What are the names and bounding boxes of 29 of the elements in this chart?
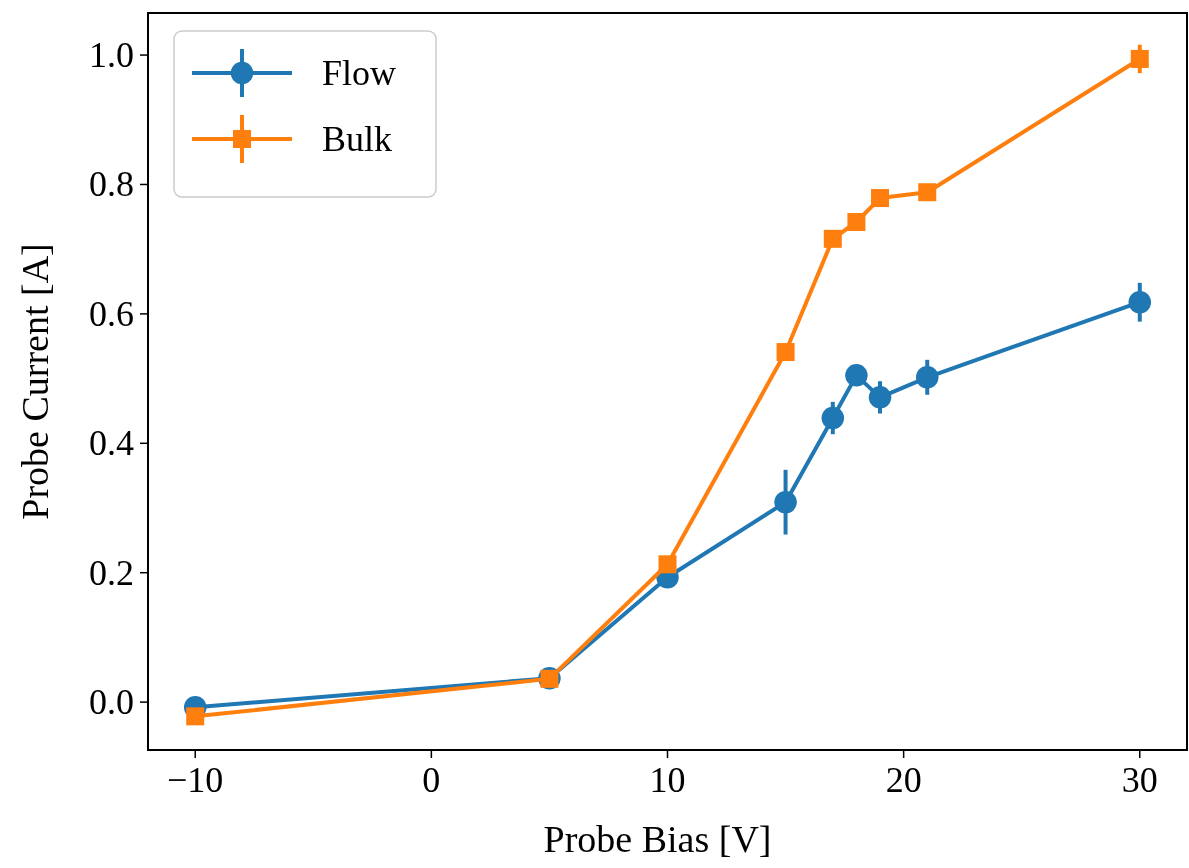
point [774, 490, 797, 514]
legend-label: Bulk [322, 119, 393, 159]
y-tick-label: 0.4 [89, 423, 134, 464]
point [776, 343, 795, 362]
x-tick-label: 30 [1121, 760, 1158, 800]
x-tick-label: −10 [167, 760, 224, 800]
point [821, 406, 845, 430]
point [918, 183, 937, 202]
point [186, 707, 205, 726]
x-tick-label: 0 [422, 760, 441, 800]
y-axis-title: Probe Current [A] [14, 243, 56, 520]
x-axis-title: Probe Bias [V] [543, 818, 772, 860]
point [823, 229, 842, 248]
point [868, 386, 892, 409]
legend-label: Flow [322, 53, 397, 93]
y-tick-label: 0.8 [89, 164, 134, 205]
point [845, 364, 868, 387]
point [871, 189, 890, 208]
point [1130, 49, 1149, 68]
y-tick-label: 0.0 [89, 682, 134, 723]
point [1128, 290, 1152, 314]
point [847, 213, 866, 231]
x-tick-label: 20 [885, 760, 922, 800]
y-tick-label: 0.2 [89, 552, 134, 593]
point [916, 366, 939, 389]
y-tick-label: 0.6 [89, 293, 134, 334]
point [658, 555, 677, 574]
x-tick-label: 10 [649, 760, 686, 800]
y-tick-label: 1.0 [89, 35, 134, 76]
